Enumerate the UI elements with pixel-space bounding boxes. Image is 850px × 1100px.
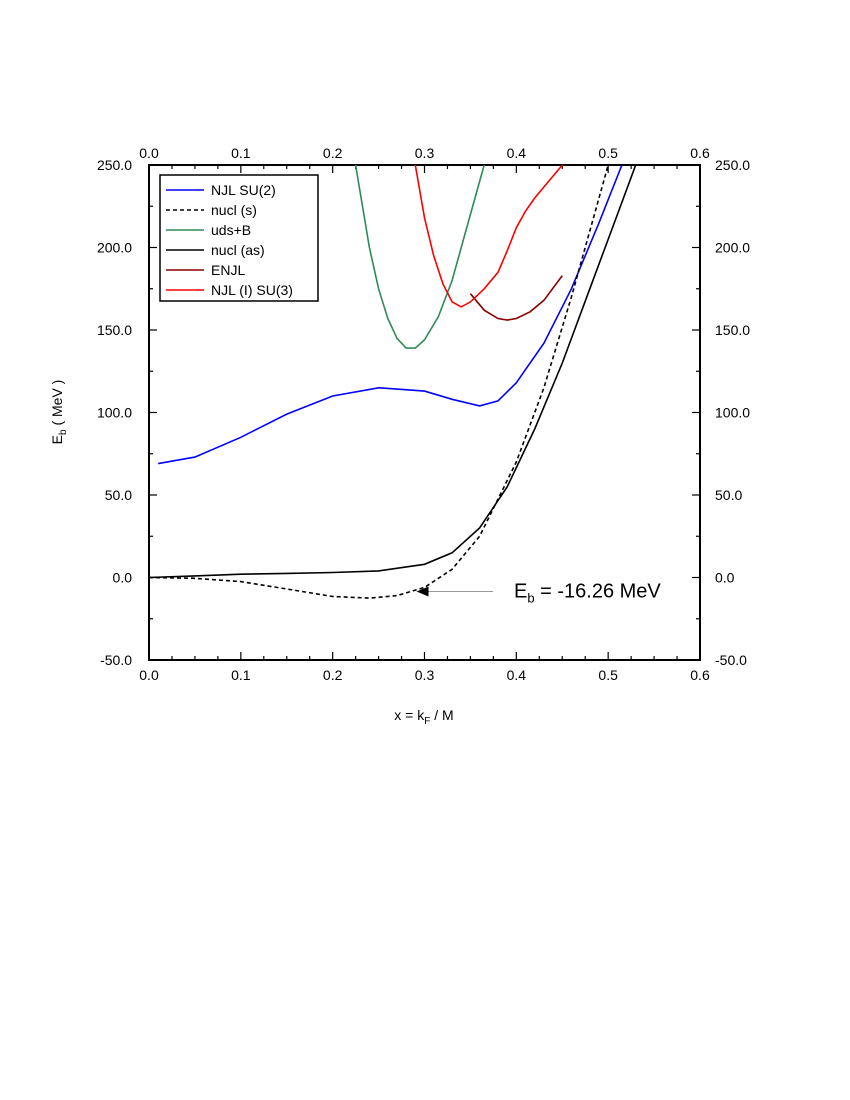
x-tick-label-top: 0.5 <box>598 145 618 161</box>
x-tick-label-top: 0.6 <box>690 145 710 161</box>
legend: NJL SU(2) nucl (s) uds+B nucl (as) ENJL NJL (… <box>159 174 319 302</box>
x-tick-label-bottom: 0.3 <box>415 667 435 683</box>
y-tick-label-right: 0.0 <box>715 570 735 586</box>
x-tick-label-bottom: 0.1 <box>231 667 251 683</box>
y-tick-label-left: 250.0 <box>97 157 132 173</box>
y-tick-label-right: 100.0 <box>715 405 750 421</box>
y-axis-label: Eb ( MeV ) <box>49 380 69 445</box>
y-tick-label-left: 100.0 <box>97 405 132 421</box>
y-tick-label-right: 150.0 <box>715 322 750 338</box>
series-line-uds-b <box>354 165 485 349</box>
y-tick-label-right: 50.0 <box>715 487 742 503</box>
y-tick-label-right: -50.0 <box>715 652 747 668</box>
legend-label: nucl (as) <box>211 242 265 258</box>
x-tick-label-bottom: 0.4 <box>507 667 527 683</box>
x-tick-label-bottom: 0.2 <box>323 667 343 683</box>
x-tick-label-top: 0.3 <box>415 145 435 161</box>
legend-label: NJL SU(2) <box>211 182 276 198</box>
x-tick-label-top: 0.2 <box>323 145 343 161</box>
x-tick-label-top: 0.0 <box>139 145 159 161</box>
x-tick-label-top: 0.1 <box>231 145 251 161</box>
tick-labels: 0.0 0.0 0.1 0.1 0.2 0.2 0.3 0.3 0.4 0.4 0.5 0.5 0.6 0… <box>97 145 750 683</box>
series-line-enjl <box>469 275 563 321</box>
y-tick-label-left: 0.0 <box>113 570 133 586</box>
legend-label: NJL (I) SU(3) <box>211 282 293 298</box>
y-tick-label-right: 250.0 <box>715 157 750 173</box>
series-line-nucl-as <box>149 165 637 579</box>
y-tick-label-right: 200.0 <box>715 240 750 256</box>
series-line-nucl-s <box>149 165 609 599</box>
x-tick-label-bottom: 0.5 <box>598 667 618 683</box>
y-tick-label-left: -50.0 <box>100 652 132 668</box>
tick-marks <box>148 164 701 661</box>
series-line-njl-su-2 <box>158 165 623 465</box>
series-layer <box>149 165 637 599</box>
legend-label: uds+B <box>211 222 251 238</box>
x-tick-label-bottom: 0.6 <box>690 667 710 683</box>
annotation-text: Eb = -16.26 MeV <box>514 581 661 606</box>
x-tick-label-bottom: 0.0 <box>139 667 159 683</box>
y-tick-label-left: 50.0 <box>105 487 132 503</box>
legend-label: ENJL <box>211 262 245 278</box>
y-tick-label-left: 150.0 <box>97 322 132 338</box>
y-tick-label-left: 200.0 <box>97 240 132 256</box>
series-line-njl-i-su-3 <box>414 165 563 308</box>
annotation-arrowhead <box>416 586 429 597</box>
legend-label: nucl (s) <box>211 202 257 218</box>
legend-box <box>159 174 319 302</box>
x-tick-label-top: 0.4 <box>507 145 527 161</box>
x-axis-label: x = kF / M <box>394 707 453 727</box>
annotation: Eb = -16.26 MeV <box>416 581 661 606</box>
